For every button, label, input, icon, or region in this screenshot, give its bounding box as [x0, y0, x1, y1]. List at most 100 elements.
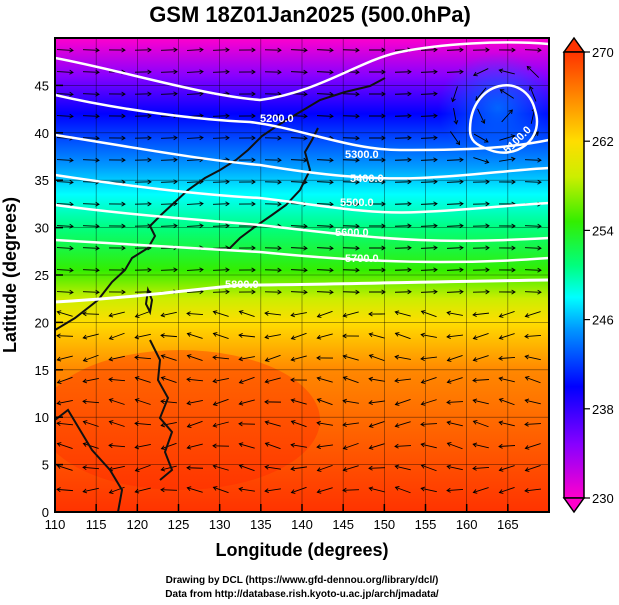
streamline-arrow	[329, 223, 334, 229]
contour-5100	[468, 84, 539, 154]
streamline-segment	[82, 93, 100, 95]
streamline-segment	[187, 443, 203, 449]
streamline-arrow	[69, 223, 74, 229]
streamline-segment	[186, 312, 204, 316]
streamline-arrow	[69, 179, 74, 185]
streamline-segment	[239, 376, 255, 384]
streamline-arrow	[82, 399, 87, 404]
streamline-segment	[446, 488, 464, 492]
streamline-segment	[291, 466, 307, 470]
streamline-segment	[316, 49, 334, 51]
streamline-segment	[82, 49, 100, 51]
colorbar-tick-label: 270	[592, 45, 614, 60]
streamline-arrow	[342, 376, 348, 381]
streamline-arrow	[264, 334, 270, 340]
streamline-segment	[212, 203, 230, 205]
streamline-arrow	[212, 310, 218, 315]
streamline-arrow	[381, 245, 386, 251]
streamline-arrow	[251, 91, 256, 97]
x-axis-label: Longitude (degrees)	[215, 540, 388, 560]
streamline-arrow	[160, 312, 166, 318]
streamline-arrow	[277, 179, 282, 185]
streamline-arrow	[394, 443, 399, 449]
streamline-segment	[83, 377, 99, 383]
streamline-segment	[82, 313, 100, 315]
streamline-arrow	[199, 201, 204, 207]
streamline-segment	[316, 115, 334, 117]
streamline-arrow	[342, 487, 347, 493]
streamline-arrow	[212, 401, 218, 406]
streamline-segment	[395, 486, 411, 494]
streamline-arrow	[420, 310, 426, 315]
streamline-segment	[83, 443, 99, 449]
streamline-segment	[369, 487, 385, 493]
streamline-segment	[526, 66, 540, 78]
streamline-segment	[291, 420, 307, 428]
streamline-arrow	[303, 69, 308, 75]
streamline-segment	[446, 247, 464, 249]
streamline-arrow	[342, 354, 348, 360]
streamline-arrow	[316, 444, 321, 450]
x-tick-label: 145	[332, 517, 354, 532]
streamline-arrow	[381, 223, 386, 229]
streamline-arrow	[420, 464, 426, 469]
streamline-arrow	[483, 138, 489, 143]
streamline-segment	[213, 311, 229, 317]
colorbar-tick-label: 246	[592, 313, 614, 328]
streamline-arrow	[56, 356, 62, 362]
contour-5600	[55, 203, 549, 243]
streamline-segment	[82, 247, 100, 249]
y-tick-label: 0	[42, 505, 49, 520]
streamline-arrow	[290, 335, 296, 340]
streamline-arrow	[199, 91, 204, 97]
streamline-segment	[395, 421, 411, 427]
streamline-segment	[161, 442, 177, 450]
x-tick-label: 115	[86, 517, 107, 532]
streamline-segment	[446, 49, 464, 51]
streamline-segment	[265, 312, 281, 316]
streamline-arrow	[394, 401, 400, 406]
streamline-arrow	[264, 464, 269, 470]
streamline-segment	[473, 399, 489, 405]
streamline-arrow	[95, 113, 100, 119]
streamline-arrow	[160, 354, 166, 359]
streamline-segment	[421, 443, 437, 449]
streamline-segment	[109, 421, 125, 427]
streamline-segment	[395, 378, 411, 382]
streamline-arrow	[147, 157, 152, 163]
streamline-arrow	[498, 489, 504, 494]
streamline-arrow	[264, 378, 270, 384]
streamline-segment	[421, 464, 437, 472]
streamline-segment	[368, 467, 386, 469]
streamline-segment	[109, 399, 125, 405]
streamline-arrow	[472, 442, 478, 448]
streamline-arrow	[524, 445, 530, 450]
streamline-arrow	[537, 245, 542, 251]
streamline-arrow	[381, 157, 386, 163]
streamline-segment	[160, 93, 178, 95]
streamline-arrow	[498, 313, 504, 318]
streamline-arrow	[446, 399, 451, 405]
streamline-arrow	[511, 47, 516, 53]
coastline-east-asia	[55, 77, 386, 331]
streamline-arrow	[95, 157, 100, 163]
streamline-arrow	[316, 313, 322, 318]
streamline-segment	[213, 333, 229, 339]
contour-5200	[55, 41, 549, 102]
streamline-arrow	[225, 135, 230, 141]
streamline-arrow	[485, 201, 490, 207]
streamline-segment	[265, 377, 281, 383]
streamline-arrow	[528, 85, 534, 91]
streamline-segment	[239, 311, 255, 317]
streamline-segment	[420, 225, 438, 227]
streamline-segment	[450, 131, 460, 145]
streamline-arrow	[186, 423, 192, 428]
contour-5700	[55, 238, 549, 264]
streamline-segment	[343, 376, 359, 384]
streamline-arrow	[368, 376, 374, 382]
streamline-arrow	[524, 467, 530, 472]
streamline-segment	[472, 312, 490, 316]
streamline-arrow	[510, 156, 516, 162]
streamline-segment	[395, 398, 411, 406]
streamline-arrow	[381, 69, 386, 75]
